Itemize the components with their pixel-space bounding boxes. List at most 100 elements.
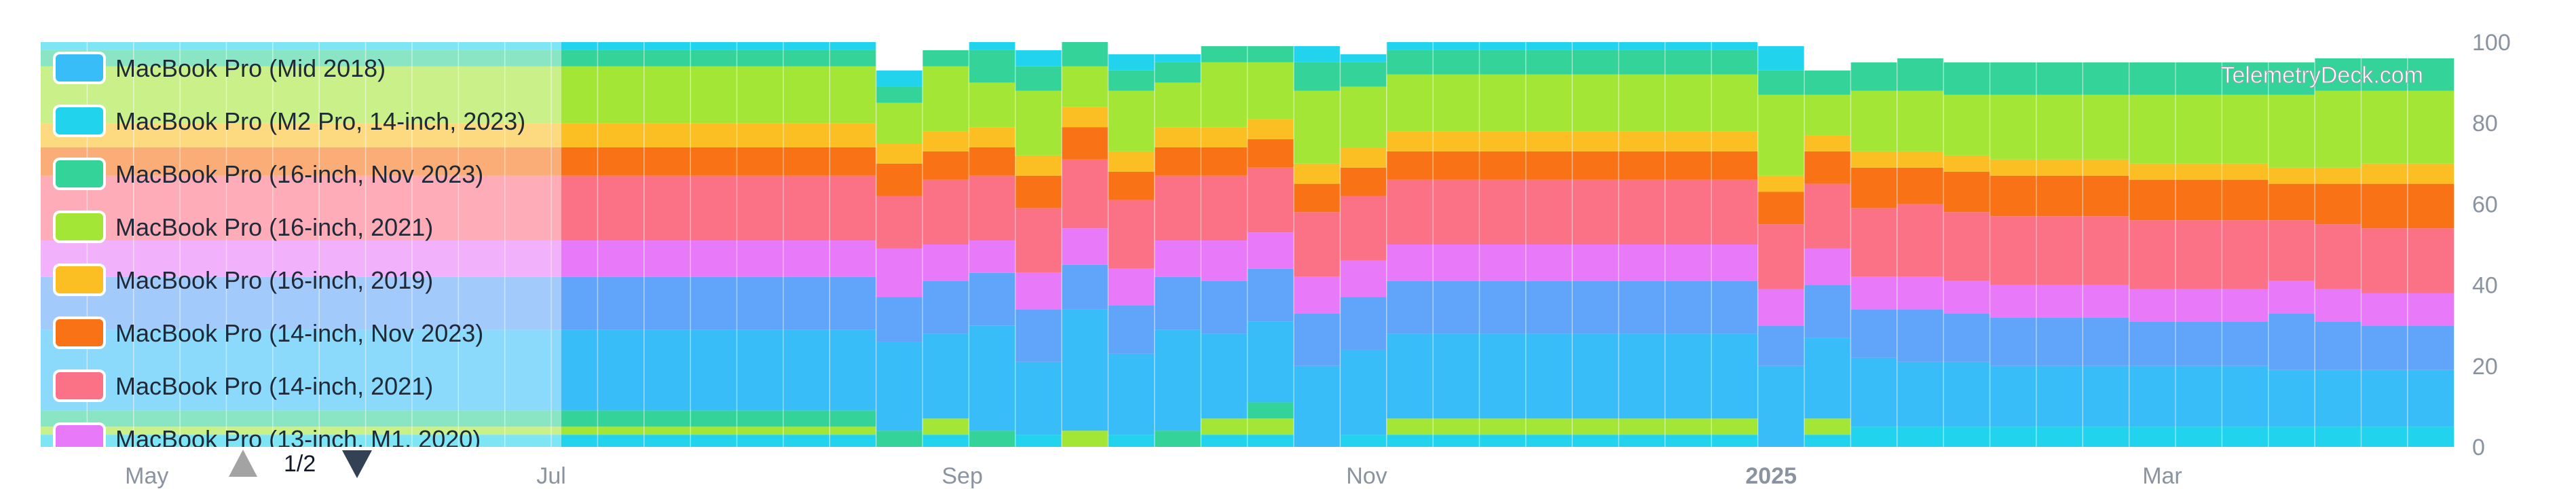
area-segment: [133, 410, 181, 427]
area-segment: [1247, 119, 1294, 140]
area-segment: [133, 240, 181, 277]
area-segment: [133, 123, 181, 147]
area-segment: [1618, 244, 1665, 281]
area-segment: [1247, 435, 1294, 447]
area-segment: [597, 147, 644, 176]
area-segment: [1525, 50, 1573, 75]
area-segment: [1340, 54, 1387, 62]
area-segment: [1664, 418, 1712, 435]
area-segment: [597, 42, 644, 50]
area-segment: [783, 147, 830, 176]
area-segment: [1015, 208, 1062, 273]
area-segment: [1757, 325, 1805, 366]
area-segment: [829, 410, 876, 427]
area-segment: [1572, 179, 1619, 244]
legend-swatch[interactable]: [53, 52, 106, 84]
area-segment: [365, 276, 412, 330]
series-8: [41, 107, 2454, 192]
area-segment: [690, 427, 737, 435]
area-segment: [876, 196, 923, 249]
y-tick-label: 60: [2472, 192, 2498, 217]
area-segment: [1897, 58, 1944, 91]
area-segment: [643, 66, 691, 124]
area-segment: [1572, 435, 1619, 447]
area-segment: [1479, 42, 1526, 50]
area-segment: [2036, 285, 2083, 318]
area-segment: [783, 50, 830, 67]
area-segment: [1386, 179, 1434, 244]
area-segment: [597, 50, 644, 67]
area-segment: [411, 50, 459, 67]
area-segment: [690, 50, 737, 67]
area-segment: [1479, 333, 1526, 419]
series-7: [41, 127, 2454, 229]
area-segment: [736, 66, 783, 124]
area-segment: [2083, 62, 2129, 95]
area-segment: [2315, 369, 2362, 427]
legend-swatch[interactable]: [53, 158, 106, 190]
area-segment: [922, 179, 969, 244]
legend-swatch[interactable]: [53, 264, 106, 296]
area-segment: [876, 342, 923, 431]
area-segment: [133, 329, 181, 411]
area-segment: [2268, 313, 2315, 370]
area-segment: [1015, 361, 1062, 435]
area-segment: [365, 329, 412, 411]
area-segment: [1850, 151, 1897, 168]
area-segment: [1572, 50, 1619, 75]
legend-item-label[interactable]: MacBook Pro (14-inch, Nov 2023): [115, 319, 483, 347]
area-segment: [1804, 418, 1851, 435]
area-segment: [2407, 58, 2454, 91]
area-segment: [2036, 175, 2083, 217]
area-segment: [2083, 175, 2129, 217]
area-segment: [1201, 147, 1248, 176]
area-segment: [504, 329, 552, 411]
area-segment: [1711, 50, 1758, 75]
legend-swatch[interactable]: [53, 211, 106, 243]
series-5: [41, 228, 2454, 326]
area-segment: [365, 66, 412, 124]
area-segment: [1340, 62, 1387, 87]
area-segment: [272, 66, 320, 124]
area-segment: [783, 240, 830, 277]
area-segment: [643, 410, 691, 427]
area-segment: [969, 50, 1015, 83]
area-segment: [1108, 435, 1155, 447]
area-segment: [2268, 62, 2315, 95]
area-segment: [1757, 46, 1805, 71]
area-segment: [504, 427, 552, 435]
area-segment: [2129, 163, 2176, 180]
legend-prev-page-icon[interactable]: [229, 450, 257, 477]
series-3: [41, 309, 2454, 447]
area-segment: [1618, 74, 1665, 132]
legend-item-label[interactable]: MacBook Pro (M2 Pro, 14-inch, 2023): [115, 107, 525, 135]
legend-swatch[interactable]: [53, 105, 106, 137]
area-segment: [597, 276, 644, 330]
legend-item-label[interactable]: MacBook Pro (Mid 2018): [115, 54, 386, 82]
area-segment: [411, 42, 459, 50]
legend-item-label[interactable]: MacBook Pro (14-inch, 2021): [115, 372, 433, 400]
area-segment: [2315, 321, 2362, 370]
area-segment: [783, 123, 830, 147]
area-segment: [736, 175, 783, 241]
area-segment: [1618, 333, 1665, 419]
area-segment: [1293, 212, 1341, 277]
area-segment: [1943, 280, 1990, 314]
legend-swatch[interactable]: [53, 369, 106, 402]
legend-pager: 1/2: [229, 450, 372, 478]
area-segment: [458, 50, 505, 67]
legend-item-label[interactable]: MacBook Pro (16-inch, 2019): [115, 266, 433, 294]
legend-next-page-icon[interactable]: [342, 450, 372, 478]
area-segment: [1525, 435, 1573, 447]
legend-item-label[interactable]: MacBook Pro (16-inch, 2021): [115, 213, 433, 241]
area-segment: [319, 435, 366, 447]
area-segment: [1943, 171, 1990, 213]
area-segment: [1062, 264, 1108, 310]
area-segment: [597, 66, 644, 124]
legend-swatch[interactable]: [53, 316, 106, 349]
area-segment: [969, 325, 1015, 431]
area-segment: [180, 50, 227, 67]
area-segment: [1154, 276, 1201, 330]
legend-item-label[interactable]: MacBook Pro (16-inch, Nov 2023): [115, 160, 483, 188]
area-segment: [2361, 325, 2408, 370]
